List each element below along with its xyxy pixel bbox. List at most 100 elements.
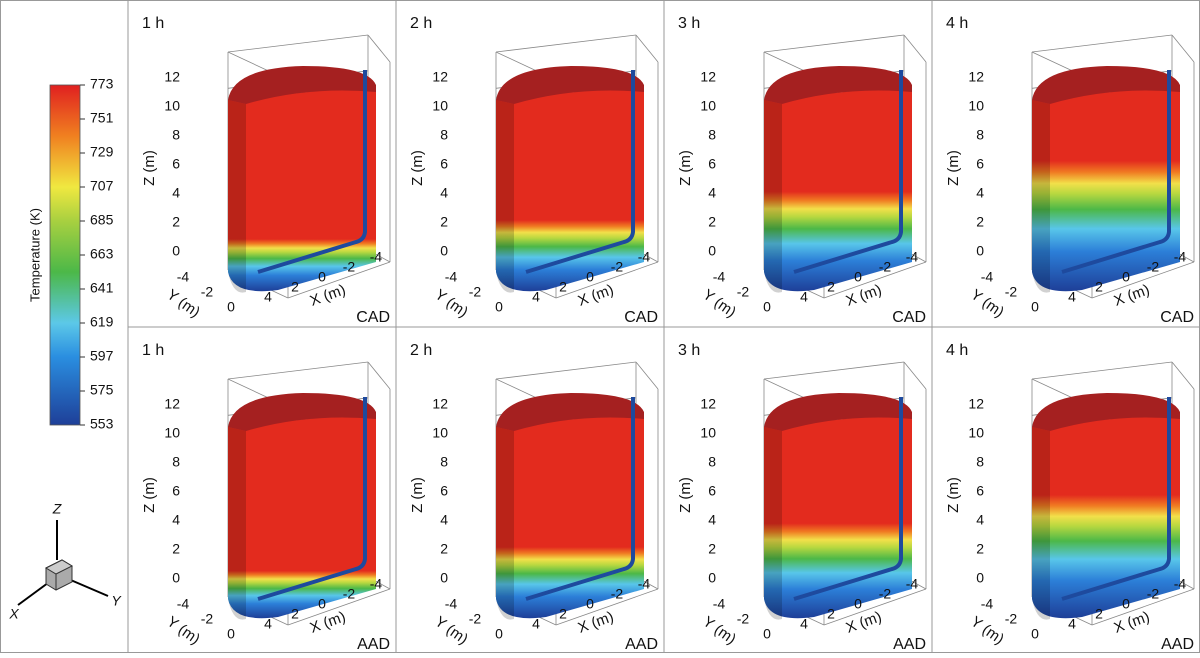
z-tick-label: 8 xyxy=(976,127,984,143)
tank-top xyxy=(496,393,644,431)
tank-shade xyxy=(764,100,782,293)
x-tick-label: -4 xyxy=(638,576,651,592)
z-tick-label: 4 xyxy=(172,512,180,528)
x-tick-label: 0 xyxy=(1122,269,1130,285)
y-axis-label: Y (m) xyxy=(164,286,204,321)
z-tick-label: 8 xyxy=(976,454,984,470)
wire-line xyxy=(635,361,659,390)
wire-line xyxy=(903,34,927,63)
pipe xyxy=(1061,397,1171,601)
x-axis-label: X (m) xyxy=(1112,608,1152,637)
x-tick-label: 4 xyxy=(800,289,808,305)
x-tick-label: 0 xyxy=(318,269,326,285)
time-label: 3 h xyxy=(678,342,700,359)
colorbar-tick-label: 751 xyxy=(90,110,114,126)
tank-shade xyxy=(1032,100,1050,293)
z-tick-label: 2 xyxy=(172,541,180,557)
wire-line xyxy=(1171,34,1195,63)
x-axis-label: X (m) xyxy=(1112,281,1152,310)
tank-top xyxy=(496,66,644,104)
x-tick-label: 2 xyxy=(291,279,299,295)
z-tick-label: 8 xyxy=(708,127,716,143)
wire-line xyxy=(823,588,927,626)
wire-line xyxy=(635,34,659,63)
z-axis-label: Z (m) xyxy=(677,477,694,513)
x-tick-label: 2 xyxy=(827,606,835,622)
tank-top xyxy=(228,66,376,104)
wire-line xyxy=(495,361,637,380)
z-tick-label: 10 xyxy=(700,425,716,441)
x-tick-label: -2 xyxy=(343,586,356,602)
y-tick-label: -2 xyxy=(1005,611,1018,627)
y-tick-label: 0 xyxy=(227,626,235,642)
z-tick-label: 0 xyxy=(440,243,448,259)
time-label: 3 h xyxy=(678,15,700,32)
z-axis-label: Z (m) xyxy=(945,477,962,513)
z-tick-label: 4 xyxy=(708,512,716,528)
y-tick-label: -2 xyxy=(201,611,214,627)
z-tick-label: 8 xyxy=(440,454,448,470)
colorbar-tick-label: 641 xyxy=(90,280,114,296)
tank-body xyxy=(496,85,644,292)
y-axis-label: Y (m) xyxy=(968,286,1008,321)
colorbar-tick-label: 773 xyxy=(90,76,114,92)
y-axis-label: Y (m) xyxy=(700,613,740,648)
time-label: 1 h xyxy=(142,15,164,32)
x-tick-label: 4 xyxy=(1068,289,1076,305)
y-tick-label: -2 xyxy=(469,611,482,627)
tank-body xyxy=(1032,412,1180,619)
z-tick-label: 0 xyxy=(172,570,180,586)
z-tick-label: 2 xyxy=(440,541,448,557)
y-tick-label: -4 xyxy=(981,269,994,285)
z-tick-label: 6 xyxy=(708,156,716,172)
z-tick-label: 0 xyxy=(440,570,448,586)
z-tick-label: 6 xyxy=(976,483,984,499)
z-tick-label: 10 xyxy=(968,425,984,441)
y-tick-label: -4 xyxy=(177,269,190,285)
wire-line xyxy=(227,34,369,53)
z-tick-label: 2 xyxy=(172,214,180,230)
colorbar-tick-label: 575 xyxy=(90,382,114,398)
tank-shade xyxy=(228,100,246,293)
z-tick-label: 0 xyxy=(708,243,716,259)
tank-body xyxy=(228,412,376,619)
panel: 3 h AAD Z (m) 0 2 4 6 8 10 12 4 2 0 -2 -4 X (m) -4 -2 0 Y (… xyxy=(677,342,927,653)
z-tick-label: 0 xyxy=(976,243,984,259)
x-tick-label: 0 xyxy=(854,596,862,612)
method-label: AAD xyxy=(1161,636,1194,653)
x-tick-label: -2 xyxy=(1147,586,1160,602)
colorbar xyxy=(49,84,81,426)
y-tick-label: -2 xyxy=(737,611,750,627)
method-label: CAD xyxy=(892,309,926,326)
wire-line xyxy=(823,261,927,299)
x-tick-label: 4 xyxy=(1068,616,1076,632)
z-axis-label: Z (m) xyxy=(409,150,426,186)
colorbar-tick-label: 685 xyxy=(90,212,114,228)
y-tick-label: -4 xyxy=(713,269,726,285)
x-tick-label: -4 xyxy=(1174,249,1187,265)
x-axis-label: X (m) xyxy=(844,281,884,310)
z-tick-label: 12 xyxy=(164,69,180,85)
y-axis-label: Y (m) xyxy=(432,286,472,321)
tank-body xyxy=(1032,85,1180,292)
wire-line xyxy=(287,588,391,626)
z-tick-label: 12 xyxy=(968,69,984,85)
x-tick-label: 0 xyxy=(586,596,594,612)
z-tick-label: 10 xyxy=(164,98,180,114)
y-axis-label: Y (m) xyxy=(164,613,204,648)
time-label: 4 h xyxy=(946,15,968,32)
y-tick-label: -2 xyxy=(469,284,482,300)
z-tick-label: 4 xyxy=(976,512,984,528)
time-label: 1 h xyxy=(142,342,164,359)
z-tick-label: 2 xyxy=(440,214,448,230)
wire-line xyxy=(1031,361,1173,380)
x-tick-label: 2 xyxy=(1095,279,1103,295)
pipe xyxy=(793,70,903,274)
time-label: 2 h xyxy=(410,15,432,32)
colorbar-tick-label: 553 xyxy=(90,416,114,432)
tank-body xyxy=(764,85,912,292)
z-tick-label: 10 xyxy=(968,98,984,114)
triad-label: Y xyxy=(111,593,122,609)
x-axis-label: X (m) xyxy=(308,608,348,637)
z-tick-label: 12 xyxy=(432,69,448,85)
